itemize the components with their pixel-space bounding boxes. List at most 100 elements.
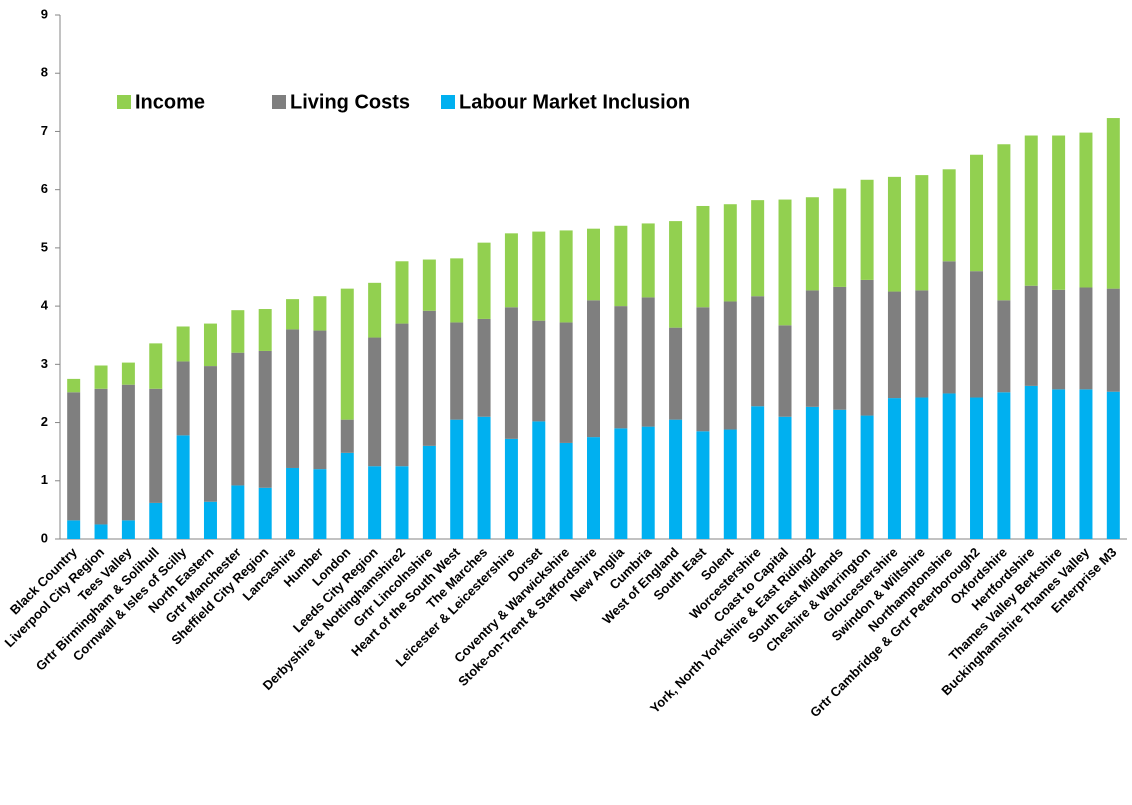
bar-segment bbox=[450, 419, 464, 539]
y-tick-label: 4 bbox=[41, 298, 49, 313]
bar-segment bbox=[751, 296, 765, 407]
bar-segment bbox=[942, 169, 956, 262]
bar-segment bbox=[395, 261, 409, 324]
bar-segment bbox=[422, 310, 436, 446]
bar-segment bbox=[340, 288, 354, 420]
bar-segment bbox=[450, 322, 464, 420]
bar-segment bbox=[258, 350, 272, 488]
bar-segment bbox=[669, 419, 683, 539]
bar-segment bbox=[149, 502, 163, 539]
bar-segment bbox=[121, 520, 135, 539]
bar-segment bbox=[1052, 289, 1066, 390]
bar-segment bbox=[1079, 132, 1093, 288]
bar-segment bbox=[368, 337, 382, 467]
bar-segment bbox=[67, 520, 81, 539]
bar-segment bbox=[286, 299, 300, 330]
legend-swatch bbox=[441, 95, 455, 109]
bar-segment bbox=[1024, 285, 1038, 386]
bar-segment bbox=[1106, 118, 1120, 289]
y-tick-label: 5 bbox=[41, 239, 48, 254]
bar-segment bbox=[915, 290, 929, 398]
bar-segment bbox=[1079, 389, 1093, 539]
bar-segment bbox=[970, 154, 984, 272]
bar-segment bbox=[614, 306, 628, 429]
bar-segment bbox=[751, 200, 765, 297]
bar-segment bbox=[887, 176, 901, 292]
bar-segment bbox=[504, 233, 518, 308]
bar-segment bbox=[833, 286, 847, 410]
bar-segment bbox=[805, 290, 819, 407]
bar-segment bbox=[258, 487, 272, 539]
bar-segment bbox=[368, 282, 382, 338]
bar-segment bbox=[532, 320, 546, 422]
bar-segment bbox=[340, 452, 354, 539]
bar-segment bbox=[559, 442, 573, 539]
bar-segment bbox=[942, 393, 956, 539]
y-tick-label: 6 bbox=[41, 181, 48, 196]
bar-segment bbox=[1106, 391, 1120, 539]
bar-segment bbox=[395, 466, 409, 539]
y-tick-label: 9 bbox=[41, 6, 48, 21]
bar-segment bbox=[340, 419, 354, 453]
bar-segment bbox=[614, 428, 628, 539]
legend-label: Labour Market Inclusion bbox=[459, 91, 690, 113]
bar-segment bbox=[203, 366, 217, 502]
bar-segment bbox=[121, 362, 135, 385]
bar-segment bbox=[368, 466, 382, 539]
bar-segment bbox=[1052, 389, 1066, 539]
bar-segment bbox=[149, 388, 163, 503]
bar-segment bbox=[176, 361, 190, 436]
bar-segment bbox=[313, 330, 327, 470]
bar-segment bbox=[477, 416, 491, 539]
bar-segment bbox=[231, 352, 245, 486]
bar-segment bbox=[587, 300, 600, 438]
bar-segment bbox=[231, 485, 245, 539]
bar-segment bbox=[231, 310, 245, 353]
legend-swatch bbox=[272, 95, 286, 109]
bar-segment bbox=[723, 301, 737, 430]
bar-segment bbox=[723, 429, 737, 539]
bar-segment bbox=[176, 435, 190, 539]
bar-segment bbox=[94, 388, 108, 525]
bar-segment bbox=[532, 231, 546, 321]
y-tick-label: 8 bbox=[41, 65, 48, 80]
bar-segment bbox=[532, 421, 546, 539]
bar-segment bbox=[1024, 385, 1038, 539]
bar-segment bbox=[942, 261, 956, 394]
bar-segment bbox=[915, 175, 929, 291]
y-tick-label: 1 bbox=[41, 472, 48, 487]
bar-segment bbox=[833, 188, 847, 287]
bar-segment bbox=[805, 406, 819, 539]
bar-segment bbox=[203, 501, 217, 539]
bar-segment bbox=[286, 467, 300, 539]
bar-segment bbox=[751, 406, 765, 539]
bar-segment bbox=[614, 225, 628, 307]
bar-segment bbox=[94, 524, 108, 539]
bar-segment bbox=[805, 197, 819, 291]
bar-segment bbox=[477, 318, 491, 417]
bar-segment bbox=[997, 392, 1011, 539]
bar-segment bbox=[778, 325, 792, 417]
bar-segment bbox=[121, 384, 135, 521]
bar-segment bbox=[504, 307, 518, 439]
bar-segment bbox=[504, 438, 518, 539]
bar-segment bbox=[1052, 135, 1066, 290]
bar-segment bbox=[559, 322, 573, 443]
bar-segment bbox=[203, 323, 217, 367]
bar-segment bbox=[997, 144, 1011, 301]
bar-segment bbox=[860, 415, 874, 539]
bar-segment bbox=[94, 365, 108, 389]
legend-label: Income bbox=[135, 91, 205, 113]
bar-segment bbox=[395, 323, 409, 467]
y-tick-label: 7 bbox=[41, 123, 48, 138]
y-tick-label: 0 bbox=[41, 530, 48, 545]
bar-segment bbox=[67, 392, 81, 521]
bar-segment bbox=[997, 300, 1011, 393]
bar-segment bbox=[669, 221, 683, 328]
bar-segment bbox=[313, 296, 327, 331]
bar-segment bbox=[422, 445, 436, 539]
bar-segment bbox=[696, 205, 710, 308]
bar-segment bbox=[833, 409, 847, 539]
bar-segment bbox=[67, 378, 81, 393]
